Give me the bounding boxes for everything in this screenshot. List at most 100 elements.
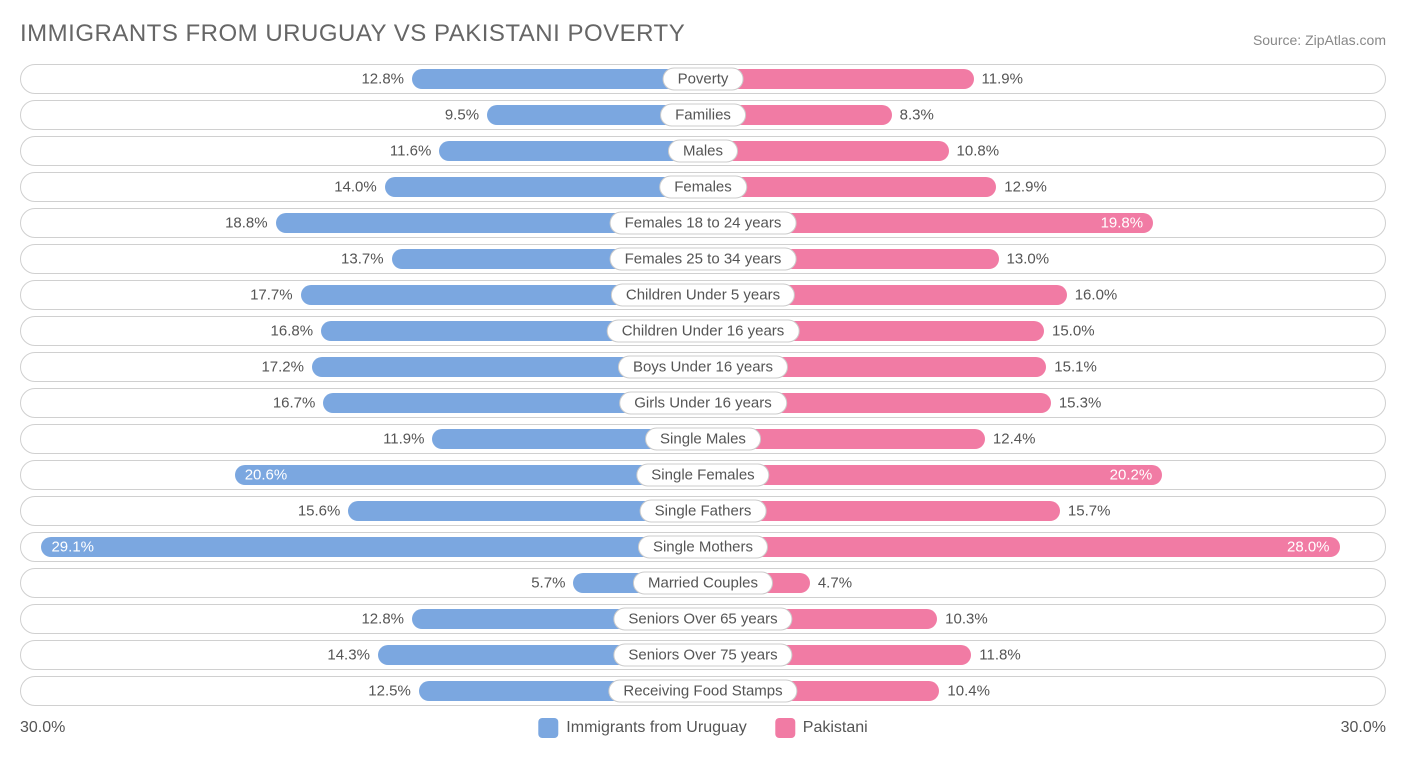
chart-source: Source: ZipAtlas.com	[1253, 32, 1386, 48]
row-half-left: 16.7%	[21, 389, 703, 417]
chart-row: 11.9%12.4%Single Males	[20, 424, 1386, 454]
row-half-right: 8.3%	[703, 101, 1385, 129]
chart-row: 16.8% 15.0% Children Under 16 years	[20, 316, 1386, 346]
row-half-right: 10.4%	[703, 677, 1385, 705]
row-half-left: 16.8%	[21, 317, 703, 345]
value-left: 20.6%	[245, 467, 288, 484]
chart-row: 29.1% 28.0% Single Mothers	[20, 532, 1386, 562]
value-left: 12.8%	[361, 71, 404, 88]
row-half-left: 14.0%	[21, 173, 703, 201]
value-right: 11.9%	[982, 71, 1023, 88]
bar-right: 20.2%	[703, 465, 1162, 485]
chart-row: 12.8% 10.3% Seniors Over 65 years	[20, 604, 1386, 634]
row-half-right: 15.3%	[703, 389, 1385, 417]
row-half-left: 12.8%	[21, 605, 703, 633]
row-category-label: Girls Under 16 years	[619, 392, 787, 415]
value-left: 17.2%	[261, 359, 304, 376]
bar-left: 12.8%	[412, 69, 703, 89]
bar-left: 11.6%	[439, 141, 703, 161]
value-left: 11.9%	[383, 431, 424, 448]
row-half-left: 18.8%	[21, 209, 703, 237]
row-half-right: 19.8%	[703, 209, 1385, 237]
bar-right: 12.9%	[703, 177, 996, 197]
chart-row: 11.6% 10.8% Males	[20, 136, 1386, 166]
row-category-label: Children Under 16 years	[607, 320, 800, 343]
chart-title: IMMIGRANTS FROM URUGUAY VS PAKISTANI POV…	[20, 20, 685, 48]
value-right: 12.9%	[1004, 179, 1047, 196]
row-half-right: 4.7%	[703, 569, 1385, 597]
value-left: 16.7%	[273, 395, 316, 412]
row-category-label: Families	[660, 104, 746, 127]
value-right: 28.0%	[1287, 539, 1330, 556]
row-category-label: Seniors Over 65 years	[613, 608, 792, 631]
row-half-right: 10.8%	[703, 137, 1385, 165]
row-half-right: 12.9%	[703, 173, 1385, 201]
legend-label-left: Immigrants from Uruguay	[566, 719, 747, 737]
row-half-left: 20.6%	[21, 461, 703, 489]
row-half-right: 15.7%	[703, 497, 1385, 525]
row-category-label: Boys Under 16 years	[618, 356, 788, 379]
chart-row: 9.5% 8.3%Families	[20, 100, 1386, 130]
value-right: 15.7%	[1068, 503, 1111, 520]
row-category-label: Seniors Over 75 years	[613, 644, 792, 667]
row-half-right: 11.8%	[703, 641, 1385, 669]
row-half-right: 20.2%	[703, 461, 1385, 489]
row-half-left: 11.9%	[21, 425, 703, 453]
value-right: 4.7%	[818, 575, 852, 592]
row-half-left: 17.2%	[21, 353, 703, 381]
value-right: 19.8%	[1101, 215, 1144, 232]
row-half-right: 11.9%	[703, 65, 1385, 93]
bar-right: 11.9%	[703, 69, 974, 89]
value-right: 12.4%	[993, 431, 1036, 448]
value-right: 10.3%	[945, 611, 988, 628]
row-half-right: 15.1%	[703, 353, 1385, 381]
value-right: 15.0%	[1052, 323, 1095, 340]
chart-row: 18.8% 19.8% Females 18 to 24 years	[20, 208, 1386, 238]
row-half-left: 5.7%	[21, 569, 703, 597]
value-left: 29.1%	[51, 539, 94, 556]
row-category-label: Receiving Food Stamps	[608, 680, 797, 703]
row-category-label: Females 25 to 34 years	[610, 248, 797, 271]
value-left: 16.8%	[271, 323, 314, 340]
bar-right: 28.0%	[703, 537, 1340, 557]
bar-left: 14.0%	[385, 177, 703, 197]
row-category-label: Males	[668, 140, 738, 163]
value-left: 18.8%	[225, 215, 268, 232]
row-category-label: Females 18 to 24 years	[610, 212, 797, 235]
value-left: 13.7%	[341, 251, 384, 268]
axis-max-right: 30.0%	[1341, 719, 1386, 737]
row-category-label: Children Under 5 years	[611, 284, 795, 307]
legend-swatch-left	[538, 718, 558, 738]
row-category-label: Single Females	[636, 464, 769, 487]
row-half-left: 29.1%	[21, 533, 703, 561]
row-category-label: Single Fathers	[640, 500, 767, 523]
bar-left: 29.1%	[41, 537, 703, 557]
row-category-label: Married Couples	[633, 572, 773, 595]
chart-row: 13.7%13.0%Females 25 to 34 years	[20, 244, 1386, 274]
value-left: 14.0%	[334, 179, 377, 196]
value-left: 12.8%	[361, 611, 404, 628]
row-half-left: 13.7%	[21, 245, 703, 273]
row-half-left: 12.5%	[21, 677, 703, 705]
value-right: 10.8%	[957, 143, 1000, 160]
row-half-left: 15.6%	[21, 497, 703, 525]
row-half-left: 17.7%	[21, 281, 703, 309]
value-left: 5.7%	[531, 575, 565, 592]
row-half-left: 11.6%	[21, 137, 703, 165]
legend-item-left: Immigrants from Uruguay	[538, 718, 747, 738]
row-half-left: 9.5%	[21, 101, 703, 129]
value-right: 10.4%	[947, 683, 990, 700]
row-category-label: Single Mothers	[638, 536, 768, 559]
row-category-label: Females	[659, 176, 747, 199]
source-prefix: Source:	[1253, 32, 1305, 48]
bar-left: 20.6%	[235, 465, 703, 485]
value-left: 15.6%	[298, 503, 341, 520]
value-right: 15.3%	[1059, 395, 1102, 412]
value-left: 12.5%	[368, 683, 411, 700]
value-left: 9.5%	[445, 107, 479, 124]
row-half-right: 28.0%	[703, 533, 1385, 561]
legend-swatch-right	[775, 718, 795, 738]
value-right: 16.0%	[1075, 287, 1118, 304]
chart-row: 16.7% 15.3% Girls Under 16 years	[20, 388, 1386, 418]
source-name: ZipAtlas.com	[1305, 32, 1386, 48]
